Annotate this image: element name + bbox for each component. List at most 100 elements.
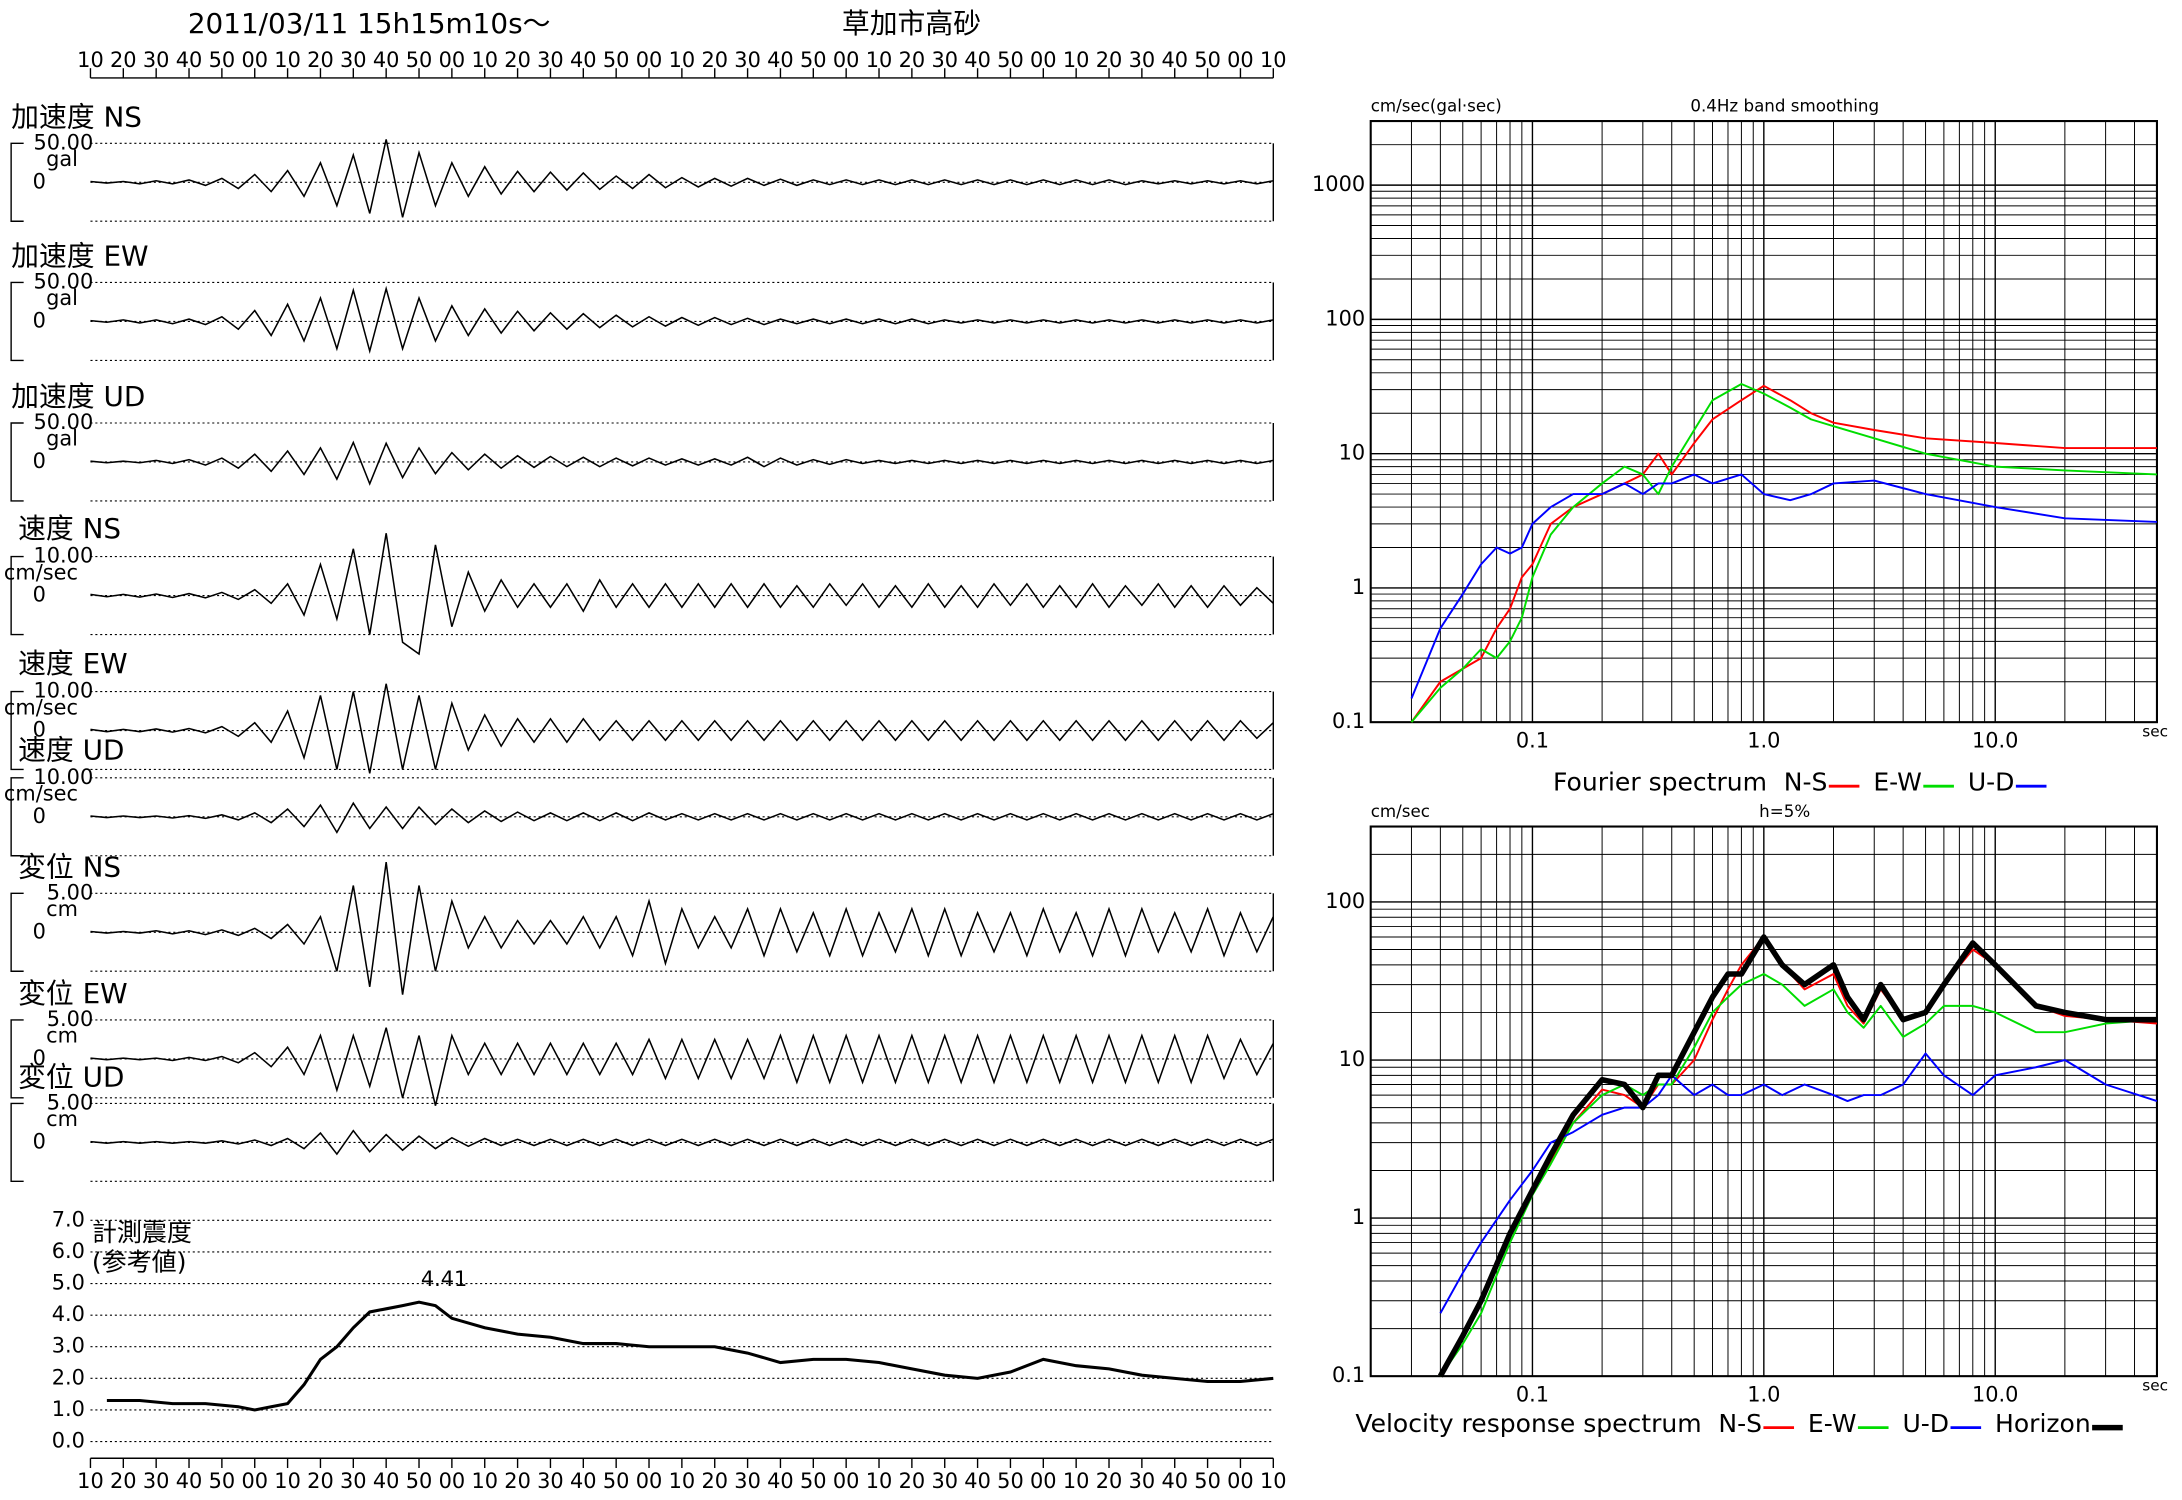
plot-frame (1369, 825, 2158, 1378)
y-axis-label: (参考値) (92, 1247, 187, 1276)
panel-label: 加速度 NS (11, 100, 142, 133)
y-tick-label: 0 (33, 919, 46, 943)
time-tick-label: 40 (1161, 48, 1188, 72)
y-axis-label: 計測震度 (92, 1218, 192, 1247)
time-tick-label: 30 (143, 1469, 170, 1493)
time-tick-label: 50 (209, 1469, 236, 1493)
time-tick-label: 00 (1030, 1469, 1057, 1493)
time-tick-label: 10 (866, 1469, 893, 1493)
y-tick-label: 3.0 (52, 1334, 85, 1358)
plot-frame (1369, 120, 2158, 724)
y-tick-label: 4.0 (52, 1302, 85, 1326)
unit-label: cm/sec (4, 560, 78, 584)
panel-label: 速度 EW (18, 647, 128, 680)
y-tick-label: 0 (33, 169, 46, 193)
series-line (1439, 973, 2158, 1377)
time-tick-label: 20 (110, 1469, 137, 1493)
chart-title: 0.4Hz band smoothing (1690, 97, 1879, 116)
y-tick-label: 0 (33, 449, 46, 473)
waveform (90, 440, 1274, 486)
time-tick-label: 10 (77, 48, 104, 72)
y-tick-label: 0 (33, 1046, 46, 1070)
time-tick-label: 20 (701, 48, 728, 72)
time-tick-label: 20 (1096, 48, 1123, 72)
time-tick-label: 50 (406, 48, 433, 72)
panel-label: 速度 UD (18, 733, 124, 766)
legend-label: Horizon (1995, 1409, 2091, 1438)
time-tick-label: 20 (899, 48, 926, 72)
series-line (1410, 473, 2157, 699)
unit-label: gal (46, 147, 78, 171)
panel-label: 加速度 UD (11, 380, 145, 413)
time-tick-label: 30 (143, 48, 170, 72)
panel-label: 変位 NS (18, 850, 121, 883)
waveform (90, 801, 1274, 834)
panel-label: 変位 UD (18, 1060, 124, 1093)
legend-label: U-D (1968, 767, 2015, 796)
time-tick-label: 00 (1227, 1469, 1254, 1493)
panel-bracket (10, 892, 24, 972)
time-tick-label: 00 (636, 1469, 663, 1493)
time-tick-label: 10 (1260, 1469, 1287, 1493)
time-tick-label: 40 (176, 48, 203, 72)
time-tick-label: 40 (373, 48, 400, 72)
series-line (1437, 934, 2157, 1378)
y-tick-label: 1.0 (52, 1397, 85, 1421)
time-tick-label: 10 (274, 48, 301, 72)
time-tick-label: 10 (669, 1469, 696, 1493)
time-tick-label: 10 (669, 48, 696, 72)
y-tick-label: 50.00 (34, 269, 94, 293)
waveform (90, 862, 1274, 995)
time-tick-label: 10 (471, 1469, 498, 1493)
unit-label: cm/sec (4, 695, 78, 719)
time-tick-label: 10 (1063, 48, 1090, 72)
unit-label: cm (46, 897, 78, 921)
time-tick-label: 40 (964, 48, 991, 72)
waveform (90, 1027, 1274, 1106)
time-tick-label: 50 (406, 1469, 433, 1493)
time-tick-label: 00 (1227, 48, 1254, 72)
time-tick-label: 30 (537, 48, 564, 72)
time-tick-label: 30 (537, 1469, 564, 1493)
time-tick-label: 40 (570, 1469, 597, 1493)
time-tick-label: 20 (110, 48, 137, 72)
y-tick-label: 0 (33, 583, 46, 607)
time-tick-label: 00 (439, 48, 466, 72)
y-tick-label: 100 (1325, 306, 1365, 330)
unit-label: cm/sec (4, 782, 78, 806)
y-tick-label: 10.00 (34, 544, 94, 568)
time-tick-label: 20 (899, 1469, 926, 1493)
x-tick-label: 10.0 (1972, 1383, 2018, 1407)
time-tick-label: 50 (800, 48, 827, 72)
series-line (1439, 1052, 2158, 1314)
time-tick-label: 00 (636, 48, 663, 72)
x-axis-label: sec (2142, 1376, 2168, 1394)
time-tick-label: 10 (1063, 1469, 1090, 1493)
legend-label: U-D (1902, 1409, 1949, 1438)
time-tick-label: 20 (701, 1469, 728, 1493)
time-tick-label: 00 (833, 48, 860, 72)
time-tick-label: 10 (1260, 48, 1287, 72)
y-tick-label: 0 (33, 308, 46, 332)
y-tick-label: 5.0 (52, 1271, 85, 1295)
x-tick-label: 1.0 (1747, 729, 1780, 753)
chart-title: h=5% (1759, 802, 1810, 821)
time-tick-label: 30 (1129, 48, 1156, 72)
panel-bracket (10, 142, 24, 222)
time-tick-label: 10 (77, 1469, 104, 1493)
time-tick-label: 30 (734, 48, 761, 72)
y-tick-label: 5.00 (47, 880, 93, 904)
time-tick-label: 50 (603, 1469, 630, 1493)
y-axis-label: cm/sec(gal·sec) (1371, 97, 1502, 116)
waveform (90, 533, 1274, 656)
x-axis-label: sec (2142, 722, 2168, 740)
legend-label: N-S (1718, 1409, 1762, 1438)
panel-label: 変位 EW (18, 977, 128, 1010)
series-line (1410, 383, 2157, 723)
time-tick-label: 10 (274, 1469, 301, 1493)
y-tick-label: 0.1 (1332, 709, 1365, 733)
time-tick-label: 50 (997, 1469, 1024, 1493)
x-tick-label: 0.1 (1516, 1383, 1549, 1407)
